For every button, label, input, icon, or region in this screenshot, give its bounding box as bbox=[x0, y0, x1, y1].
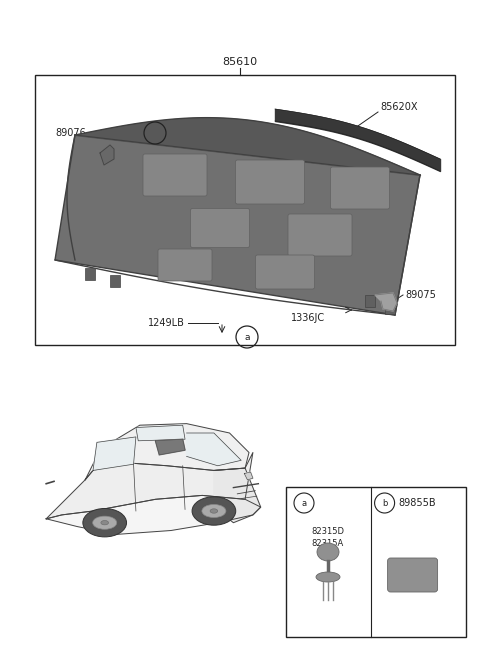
Text: b: b bbox=[382, 499, 387, 507]
Text: 85610: 85610 bbox=[222, 57, 258, 67]
Bar bbox=[385, 302, 395, 314]
Ellipse shape bbox=[101, 520, 108, 525]
Polygon shape bbox=[93, 437, 136, 470]
Ellipse shape bbox=[316, 572, 340, 582]
Bar bbox=[85, 268, 95, 280]
Polygon shape bbox=[136, 425, 185, 441]
Text: b: b bbox=[152, 129, 158, 137]
FancyBboxPatch shape bbox=[236, 160, 304, 204]
Text: 85620X: 85620X bbox=[380, 102, 418, 112]
Ellipse shape bbox=[202, 505, 226, 518]
Polygon shape bbox=[100, 145, 114, 165]
FancyBboxPatch shape bbox=[331, 167, 389, 209]
Text: 89075: 89075 bbox=[405, 290, 436, 300]
Text: 89076: 89076 bbox=[55, 128, 86, 138]
Text: 1336JC: 1336JC bbox=[291, 313, 325, 323]
Bar bbox=[35, 75, 455, 345]
FancyBboxPatch shape bbox=[255, 255, 314, 289]
Ellipse shape bbox=[93, 516, 117, 530]
Ellipse shape bbox=[192, 497, 236, 525]
Ellipse shape bbox=[317, 543, 339, 561]
Polygon shape bbox=[187, 433, 241, 466]
Bar bbox=[286, 487, 466, 637]
Text: a: a bbox=[244, 332, 250, 342]
Polygon shape bbox=[156, 440, 185, 455]
Polygon shape bbox=[85, 424, 249, 480]
Bar bbox=[365, 295, 375, 307]
Polygon shape bbox=[375, 293, 397, 311]
Text: a: a bbox=[301, 499, 307, 507]
Ellipse shape bbox=[83, 509, 127, 537]
Text: 1249LB: 1249LB bbox=[148, 318, 185, 328]
Polygon shape bbox=[46, 495, 261, 534]
FancyBboxPatch shape bbox=[191, 208, 250, 248]
FancyBboxPatch shape bbox=[388, 558, 438, 592]
Polygon shape bbox=[244, 472, 253, 480]
Bar bbox=[110, 275, 120, 287]
Ellipse shape bbox=[210, 509, 218, 513]
FancyBboxPatch shape bbox=[143, 154, 207, 196]
Polygon shape bbox=[214, 468, 261, 523]
Text: 82315D: 82315D bbox=[312, 528, 345, 537]
Text: 82315A: 82315A bbox=[312, 539, 344, 549]
FancyBboxPatch shape bbox=[288, 214, 352, 256]
Text: 89855B: 89855B bbox=[398, 498, 436, 508]
Polygon shape bbox=[46, 453, 253, 519]
FancyBboxPatch shape bbox=[158, 249, 212, 281]
Polygon shape bbox=[55, 135, 420, 315]
